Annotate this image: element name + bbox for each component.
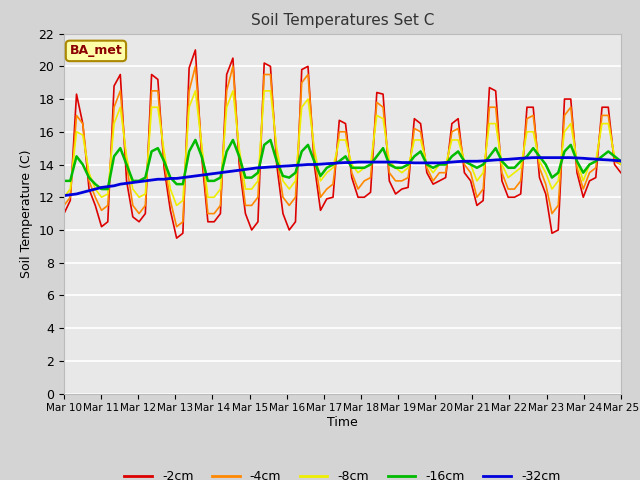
X-axis label: Time: Time bbox=[327, 416, 358, 429]
Legend: -2cm, -4cm, -8cm, -16cm, -32cm: -2cm, -4cm, -8cm, -16cm, -32cm bbox=[120, 465, 565, 480]
Y-axis label: Soil Temperature (C): Soil Temperature (C) bbox=[20, 149, 33, 278]
Title: Soil Temperatures Set C: Soil Temperatures Set C bbox=[251, 13, 434, 28]
Text: BA_met: BA_met bbox=[70, 44, 122, 58]
